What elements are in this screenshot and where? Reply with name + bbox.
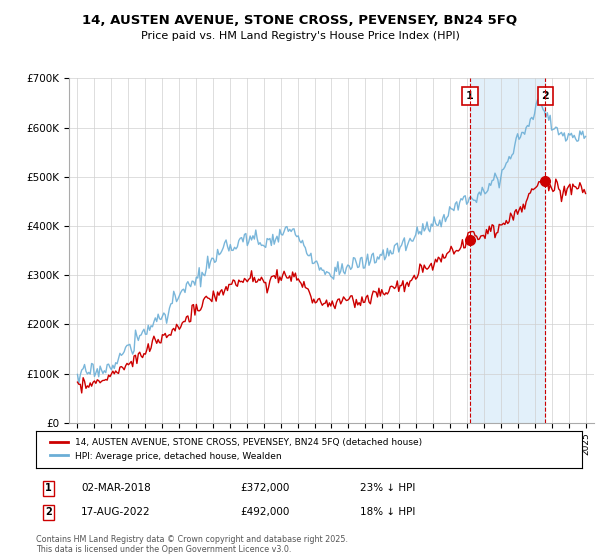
Text: 17-AUG-2022: 17-AUG-2022 [81,507,151,517]
Text: Contains HM Land Registry data © Crown copyright and database right 2025.
This d: Contains HM Land Registry data © Crown c… [36,535,348,554]
Text: 1: 1 [466,91,474,101]
Legend: 14, AUSTEN AVENUE, STONE CROSS, PEVENSEY, BN24 5FQ (detached house), HPI: Averag: 14, AUSTEN AVENUE, STONE CROSS, PEVENSEY… [46,435,425,464]
Bar [470,78,545,423]
Text: 02-MAR-2018: 02-MAR-2018 [81,483,151,493]
Text: 14, AUSTEN AVENUE, STONE CROSS, PEVENSEY, BN24 5FQ: 14, AUSTEN AVENUE, STONE CROSS, PEVENSEY… [82,14,518,27]
Text: 23% ↓ HPI: 23% ↓ HPI [360,483,415,493]
Text: 1: 1 [45,483,52,493]
Text: 2: 2 [542,91,549,101]
Text: Price paid vs. HM Land Registry's House Price Index (HPI): Price paid vs. HM Land Registry's House … [140,31,460,41]
Text: £372,000: £372,000 [240,483,289,493]
Text: £492,000: £492,000 [240,507,289,517]
Text: 2: 2 [45,507,52,517]
Text: 18% ↓ HPI: 18% ↓ HPI [360,507,415,517]
